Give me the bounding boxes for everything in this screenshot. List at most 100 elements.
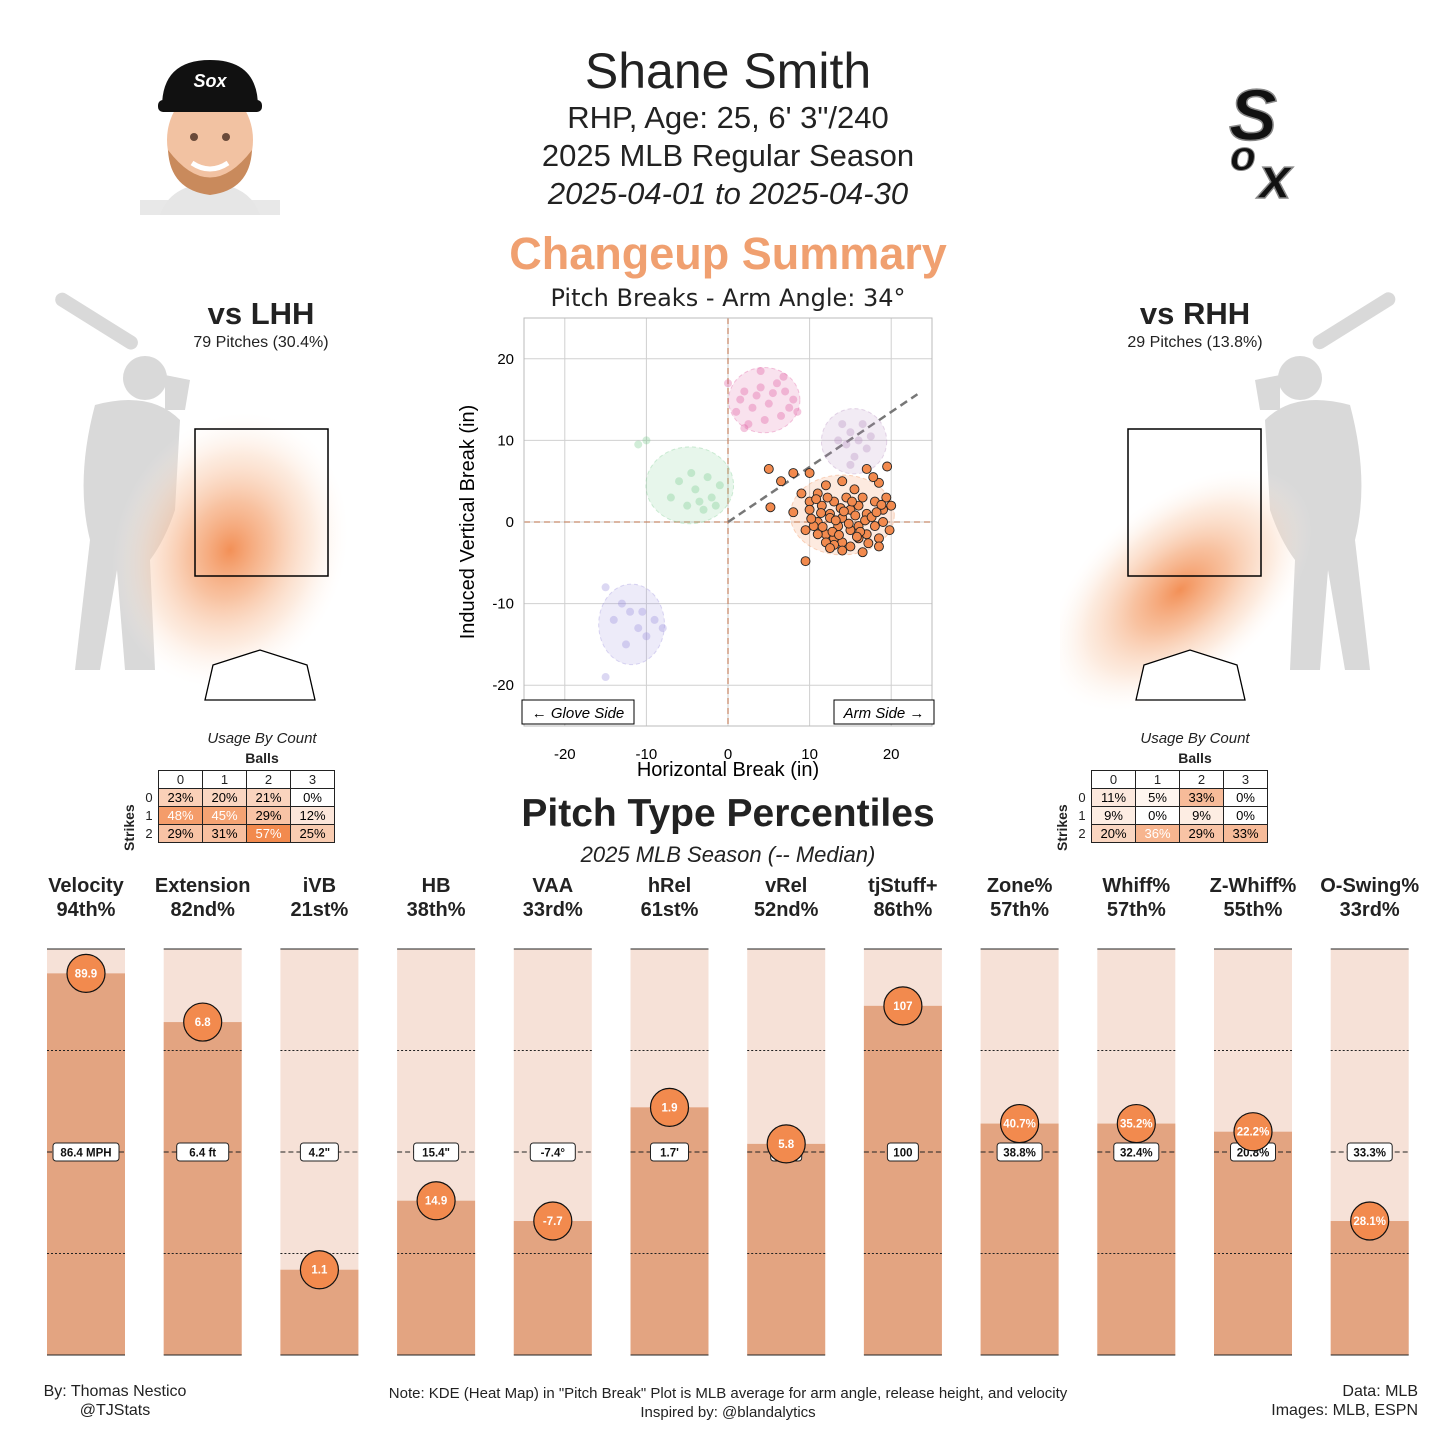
percentile-bar-fill — [747, 1143, 826, 1355]
metric-header: Velocity 94th% — [26, 874, 146, 922]
changeup-point — [806, 513, 817, 524]
y-tick-label: -10 — [492, 596, 514, 613]
changeup-point — [788, 468, 799, 478]
metric-percentile: 52nd% — [753, 899, 819, 921]
other-pitch-point — [756, 367, 765, 376]
changeup-point — [825, 543, 835, 554]
lhh-pitch-count: 79 Pitches (30.4%) — [193, 334, 329, 351]
glove-side-annotation: ← Glove Side — [521, 699, 635, 725]
lhh-kde — [111, 412, 349, 688]
pitch-breaks-kde — [598, 367, 895, 666]
percentile-bars: 86.4 MPH 89.9 6.4 ft 6.8 4.2" 1.1 15.4" 14.9 -7.… — [47, 948, 1409, 1356]
metric-name: vRel — [765, 875, 808, 897]
ball-count-header: 1 — [1135, 770, 1180, 789]
other-pitch-point — [838, 420, 847, 429]
changeup-point — [811, 494, 822, 505]
footer-note: Note: KDE (Heat Map) in "Pitch Break" Pl… — [300, 1384, 1156, 1422]
changeup-point — [878, 517, 888, 527]
player-headshot: Sox — [140, 60, 280, 215]
date-range: 2025-04-01 to 2025-04-30 — [547, 176, 909, 211]
other-pitch-point — [642, 632, 651, 641]
kde-region — [728, 367, 801, 434]
other-pitch-point — [715, 481, 724, 490]
changeup-point — [868, 472, 879, 483]
changeup-point — [822, 492, 833, 503]
player-value-label: 35.2% — [1120, 1119, 1153, 1131]
other-pitch-point — [658, 624, 667, 633]
player-name: Shane Smith — [584, 43, 872, 99]
usage-cell: 23% — [158, 788, 203, 807]
lhh-strikes-label: Strikes — [121, 804, 137, 851]
metric-percentile: 61st% — [640, 899, 699, 921]
other-pitch-point — [866, 432, 875, 441]
percentile-bar-fill — [863, 1005, 942, 1355]
footer-data: Data: MLB Images: MLB, ESPN — [1220, 1382, 1418, 1420]
player-value-label: 89.9 — [75, 968, 97, 980]
changeup-point — [882, 461, 893, 472]
median-label: 15.4" — [422, 1148, 450, 1160]
changeup-point — [857, 547, 868, 558]
other-pitch-point — [650, 615, 659, 624]
usage-cell: 57% — [246, 824, 291, 843]
player-value-label: 6.8 — [195, 1017, 212, 1029]
other-pitch-point — [744, 420, 753, 429]
usage-cell: 29% — [1179, 824, 1224, 843]
rhh-strike-zone — [1127, 428, 1262, 577]
other-pitch-point — [789, 395, 798, 404]
other-pitch-point — [740, 387, 749, 396]
ball-count-header: 2 — [1179, 770, 1224, 789]
metric-percentile: 55th% — [1223, 899, 1283, 921]
strike-count-header: 1 — [145, 808, 153, 823]
x-tick-label: -10 — [636, 746, 658, 763]
player-value-marker — [183, 1002, 223, 1042]
usage-cell: 11% — [1091, 788, 1136, 807]
percentile-bar-fill — [1330, 1221, 1409, 1355]
player-value-marker — [766, 1124, 806, 1164]
changeup-point — [817, 521, 828, 532]
other-pitch-point — [699, 505, 708, 514]
ball-count-header: 0 — [158, 770, 203, 789]
metric-percentile: 21st% — [290, 899, 349, 921]
percentile-bar-fill — [163, 1022, 242, 1355]
other-pitch-point — [687, 469, 696, 478]
metric-name: HB — [421, 875, 451, 897]
kde-region — [645, 446, 735, 525]
metric-name: tjStuff+ — [868, 875, 938, 897]
median-label-box — [413, 1142, 460, 1162]
changeup-point — [838, 506, 849, 517]
changeup-point — [884, 525, 895, 536]
usage-cell: 29% — [158, 824, 203, 843]
changeup-point — [804, 468, 815, 478]
usage-cell: 5% — [1135, 788, 1180, 807]
rhh-balls-label: Balls — [1178, 750, 1212, 766]
other-pitch-point — [638, 607, 647, 616]
changeup-point — [845, 541, 856, 552]
player-value-label: 22.2% — [1237, 1127, 1270, 1139]
changeup-point — [816, 508, 826, 518]
pitch-breaks-chart: -20 -10 0 10 20 -20 -10 0 10 20 Horizontal Break … — [457, 317, 935, 781]
changeup-point — [849, 484, 860, 495]
footer-data-source: Data: MLB — [1342, 1383, 1418, 1400]
other-pitch-point — [691, 485, 700, 494]
metric-header: O-Swing% 33rd% — [1310, 874, 1430, 922]
y-tick-label: 20 — [497, 351, 514, 368]
lhh-title: vs LHH — [207, 296, 315, 331]
rhh-location-plot — [1060, 292, 1396, 712]
other-pitch-point — [626, 607, 635, 616]
svg-text:Sox: Sox — [193, 71, 227, 91]
lhh-usage-table: 0 1 2 3 0 23% 20% 21% 0% 1 48% 45% 29% 12% 2 29% 31% 57% 2… — [140, 770, 335, 843]
changeup-point — [830, 515, 841, 526]
usage-cell: 21% — [246, 788, 291, 807]
player-value-marker — [883, 986, 923, 1026]
other-pitch-point — [736, 395, 745, 404]
usage-cell: 29% — [246, 806, 291, 825]
team-logo: S o x — [1195, 60, 1315, 212]
player-bio: RHP, Age: 25, 6' 3"/240 — [567, 100, 889, 135]
other-pitch-point — [695, 497, 704, 506]
changeup-point — [776, 476, 786, 487]
other-pitch-point — [622, 640, 630, 649]
usage-cell: 9% — [1091, 806, 1136, 825]
player-value-label: 1.9 — [662, 1102, 678, 1114]
metric-header: Zone% 57th% — [960, 874, 1080, 922]
other-pitch-point — [752, 391, 761, 400]
